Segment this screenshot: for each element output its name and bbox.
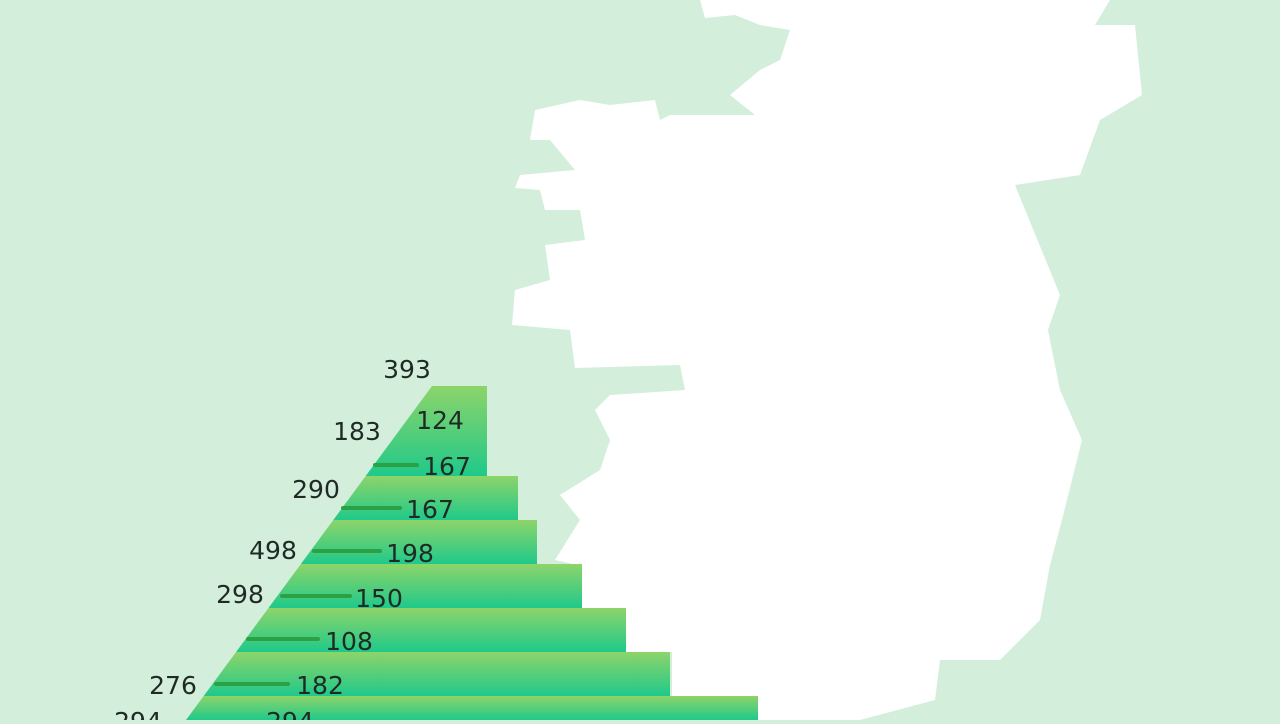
left-data-label: 183 xyxy=(333,417,381,446)
bar-data-label: 150 xyxy=(355,584,403,613)
leader-line-group xyxy=(214,463,419,686)
bar xyxy=(186,696,758,720)
bar xyxy=(268,564,582,608)
bar-data-label: 124 xyxy=(416,406,464,435)
label-group: 393 183 290 498 298 276 294 124 167 167 198 150 108 1… xyxy=(114,355,471,724)
bar xyxy=(365,386,487,476)
left-data-label: 290 xyxy=(292,475,340,504)
bar xyxy=(236,608,626,652)
bar-data-label: 167 xyxy=(423,452,471,481)
left-data-label: 498 xyxy=(249,536,297,565)
map-silhouette xyxy=(512,0,1142,720)
left-data-label: 393 xyxy=(383,355,431,384)
bar-data-label: 198 xyxy=(386,539,434,568)
left-data-label: 294 xyxy=(114,707,162,720)
left-data-label: 276 xyxy=(149,671,197,700)
bar-data-label: 108 xyxy=(325,627,373,656)
bar-data-label: 167 xyxy=(406,495,454,524)
bar-data-label: 182 xyxy=(296,671,344,700)
bar xyxy=(203,652,671,696)
bar-data-label: 294 xyxy=(266,707,314,720)
left-data-label: 298 xyxy=(216,580,264,609)
